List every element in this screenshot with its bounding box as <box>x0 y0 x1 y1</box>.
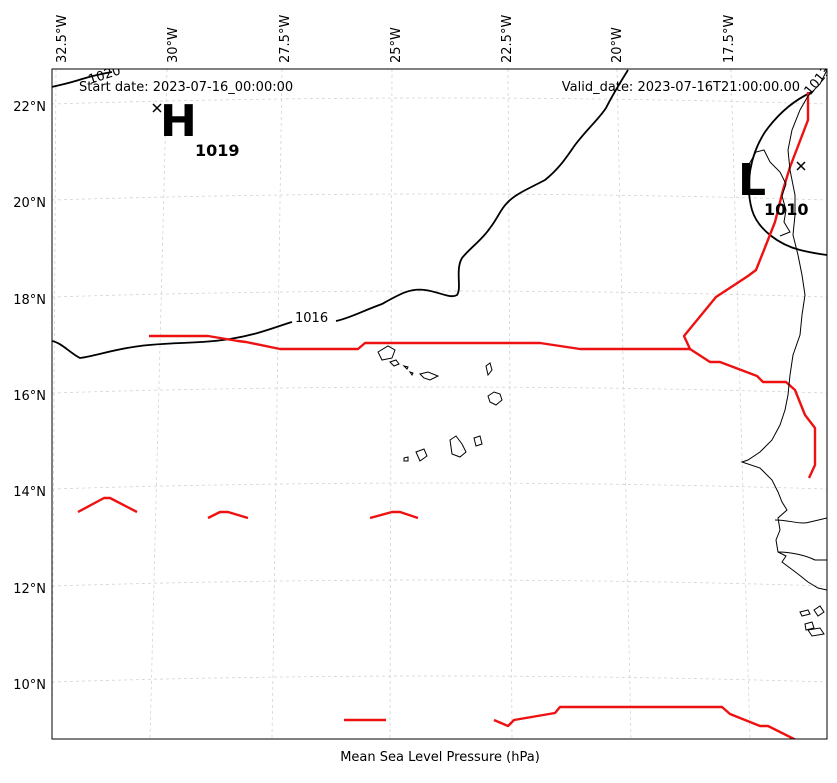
x-axis-label: Mean Sea Level Pressure (hPa) <box>340 750 540 765</box>
lat-tick-20n: 20°N <box>13 196 46 211</box>
lat-tick-16n: 16°N <box>13 389 46 404</box>
front-wave-1 <box>77 496 138 514</box>
low-center-x-icon <box>796 161 806 171</box>
low-pressure-center: L 1010 <box>738 155 809 219</box>
lon-tick-20w: 20°W <box>610 27 625 63</box>
lat-tick-22n: 22°N <box>13 100 46 115</box>
front-south-b <box>493 705 797 739</box>
high-letter: H <box>160 96 197 147</box>
isobar-1016 <box>52 321 293 359</box>
contour-label-1016: 1016 <box>295 311 328 326</box>
lon-tick-22-5w: 22.5°W <box>500 15 515 63</box>
coastline <box>740 69 827 637</box>
isobar-1020 <box>52 71 113 88</box>
lon-tick-27-5w: 27.5°W <box>278 15 293 63</box>
front-branch <box>689 347 817 479</box>
africa-coast <box>740 69 827 591</box>
lat-tick-12n: 12°N <box>13 582 46 597</box>
front-wave-3 <box>369 510 419 520</box>
lon-tick-labels: 32.5°W 30°W 27.5°W 25°W 22.5°W 20°W 17.5… <box>55 15 737 63</box>
high-value: 1019 <box>195 141 240 160</box>
lat-tick-10n: 10°N <box>13 678 46 693</box>
lon-tick-17-5w: 17.5°W <box>722 15 737 63</box>
isobar-1013-low <box>747 91 827 256</box>
low-value: 1010 <box>764 200 809 219</box>
fronts <box>77 92 817 739</box>
isobars <box>52 69 827 359</box>
lat-tick-14n: 14°N <box>13 485 46 500</box>
high-pressure-center: H 1019 <box>152 96 240 160</box>
low-letter: L <box>738 155 766 206</box>
lon-tick-30w: 30°W <box>166 27 181 63</box>
start-date: Start date: 2023-07-16_00:00:00 <box>79 80 293 95</box>
valid-date: Valid_date: 2023-07-16T21:00:00.00 <box>562 80 800 95</box>
plot-frame <box>51 68 828 740</box>
lat-tick-18n: 18°N <box>13 293 46 308</box>
front-main <box>149 92 810 351</box>
lon-tick-25w: 25°W <box>389 27 404 63</box>
lat-tick-labels: 22°N 20°N 18°N 16°N 14°N 12°N 10°N <box>13 100 46 693</box>
front-wave-2 <box>207 510 249 520</box>
graticule <box>52 69 827 739</box>
isobar-1016-east <box>335 69 629 322</box>
cape-verde-islands <box>377 345 503 462</box>
lon-tick-32-5w: 32.5°W <box>55 15 70 63</box>
high-center-x-icon <box>152 103 162 113</box>
